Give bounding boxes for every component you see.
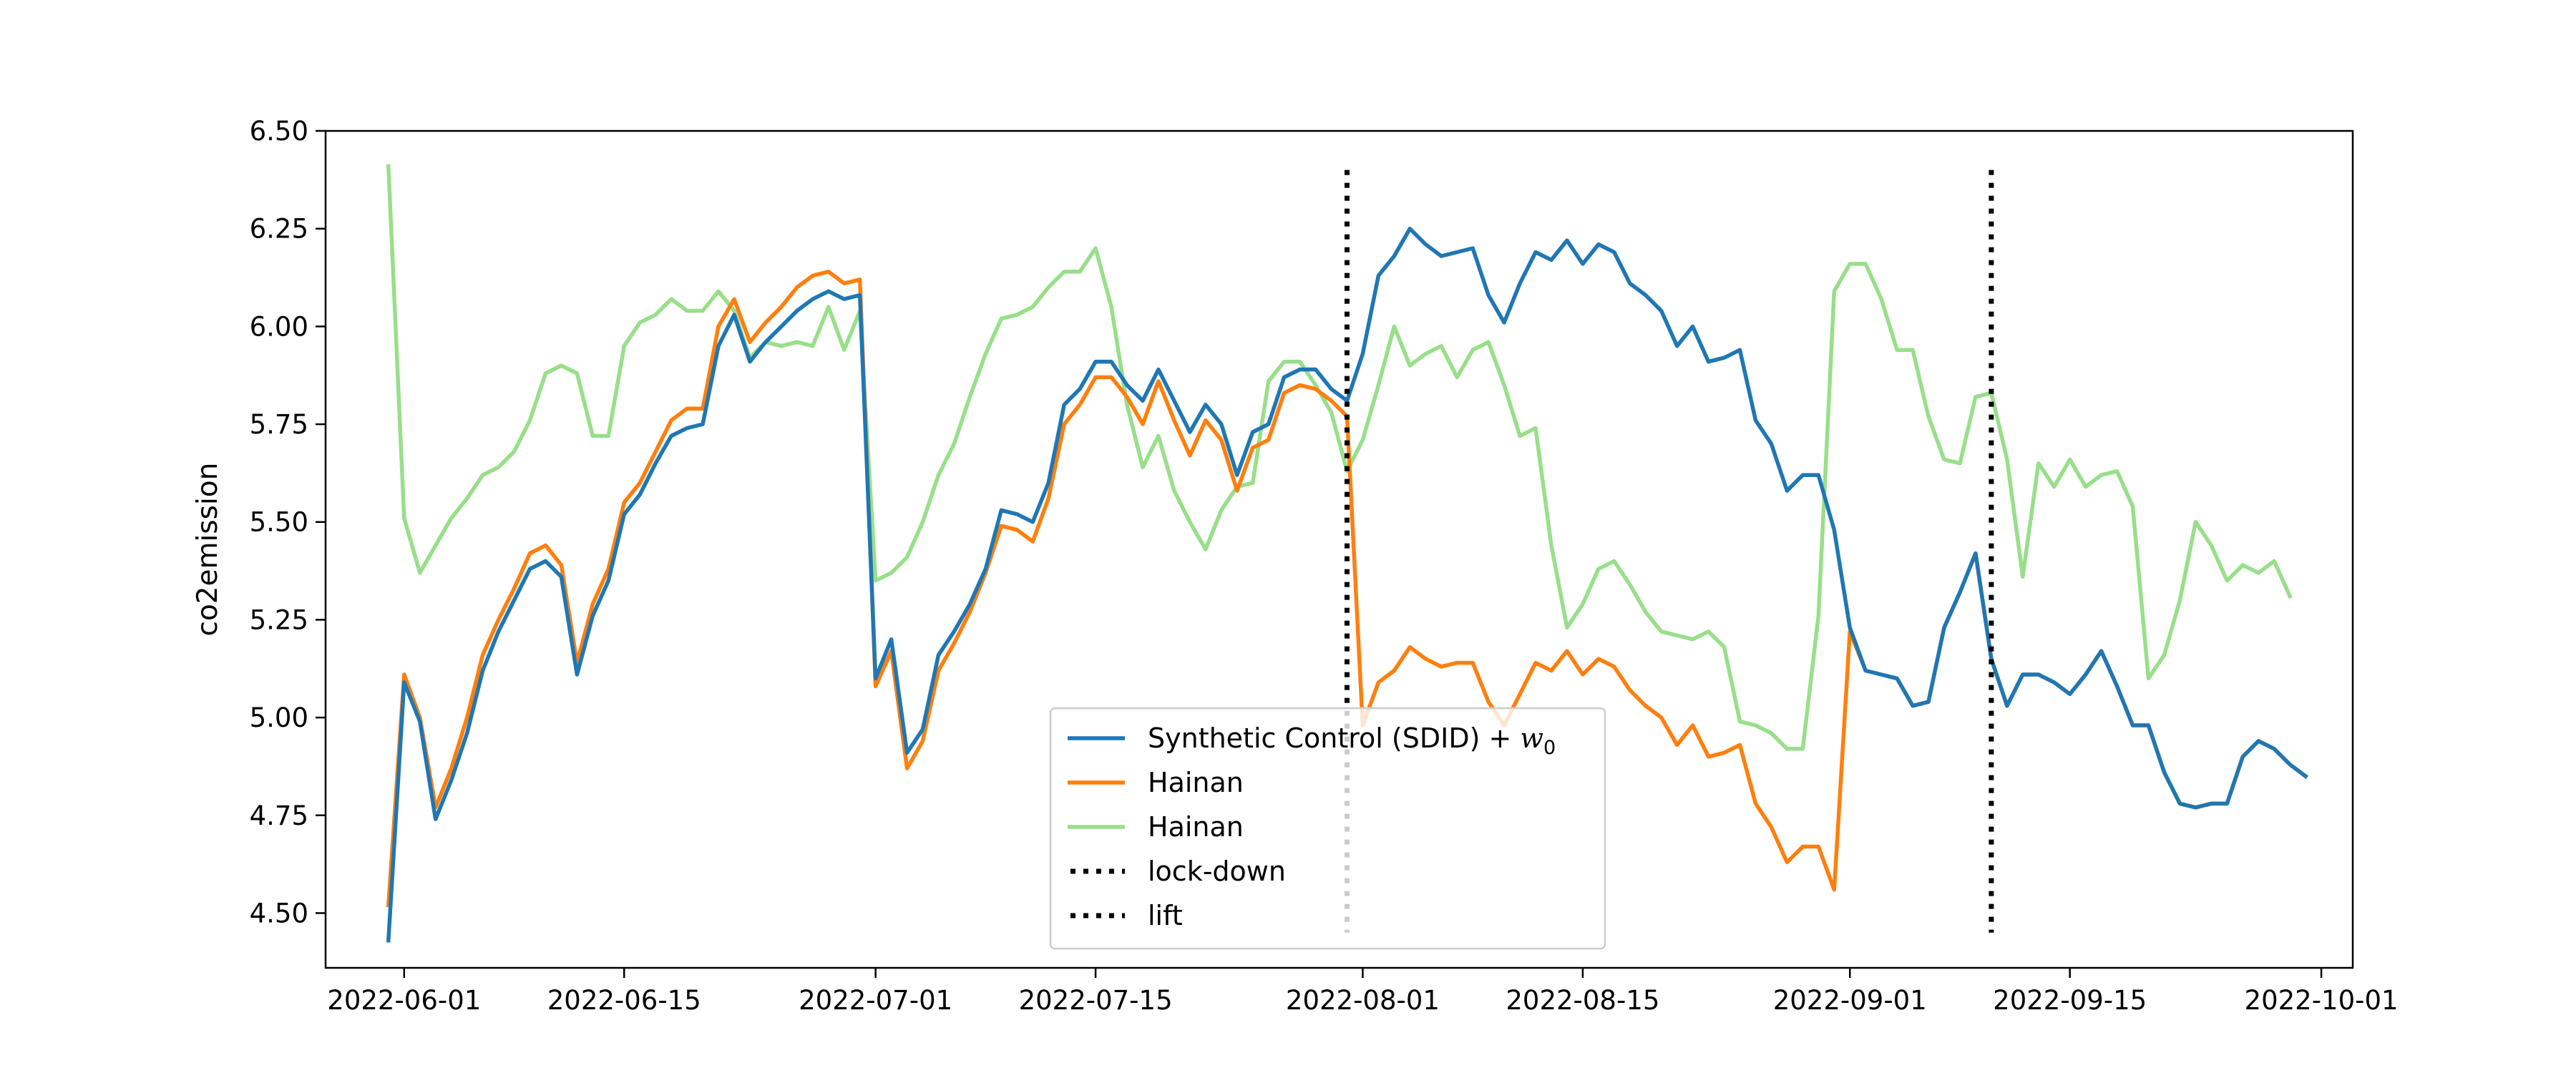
y-tick-label: 5.75	[250, 409, 308, 440]
plot-frame	[324, 129, 2354, 969]
x-tick-label: 2022-07-15	[1019, 985, 1173, 1016]
x-tick-label: 2022-09-15	[1993, 985, 2147, 1016]
y-tick-label: 4.50	[250, 898, 308, 929]
x-tick-label: 2022-08-01	[1286, 985, 1440, 1016]
x-tick-label: 2022-10-01	[2245, 985, 2399, 1016]
y-tick-label: 6.25	[250, 214, 308, 245]
x-tick-label: 2022-06-01	[327, 985, 481, 1016]
legend-label: Synthetic Control (SDID) + w0	[1148, 722, 1556, 759]
y-axis: 4.50 4.75 5.00 5.25 5.50 5.75 6.00 6.25 6.50	[250, 116, 326, 929]
y-tick-label: 6.00	[250, 311, 308, 342]
x-tick-label: 2022-08-15	[1506, 985, 1659, 1016]
x-tick-label: 2022-06-15	[547, 985, 701, 1016]
series-line-1	[386, 226, 2308, 943]
legend-label: lock-down	[1148, 856, 1286, 887]
legend-label: Hainan	[1148, 767, 1244, 798]
y-tick-label: 4.75	[250, 800, 308, 831]
y-tick-label: 5.00	[250, 702, 308, 733]
legend-box	[1049, 707, 1606, 950]
x-tick-label: 2022-07-01	[799, 985, 952, 1016]
series-line-3	[386, 164, 2293, 751]
y-tick-label: 5.50	[250, 507, 308, 538]
y-tick-label: 5.25	[250, 604, 308, 635]
legend: Synthetic Control (SDID) + w0 Hainan Haina…	[1049, 707, 1606, 950]
y-tick-label: 6.50	[250, 116, 308, 147]
legend-label: Hainan	[1148, 811, 1244, 843]
legend-label: lift	[1148, 900, 1183, 931]
y-axis-label: co2emission	[192, 463, 224, 637]
x-tick-label: 2022-09-01	[1773, 985, 1927, 1016]
x-axis: 2022-06-01 2022-06-15 2022-07-01 2022-07-15…	[327, 968, 2399, 1016]
